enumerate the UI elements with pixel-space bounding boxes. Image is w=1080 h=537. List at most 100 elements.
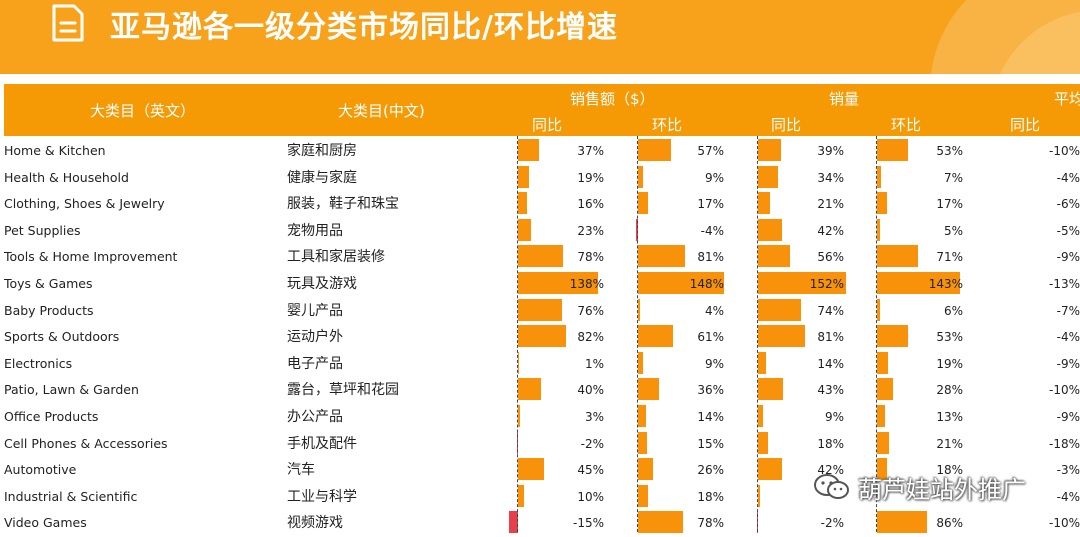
table-row: Baby Products 婴儿产品 76% 4% 74% 6% -7%: [0, 297, 1080, 323]
category-en: Tools & Home Improvement: [4, 249, 178, 265]
value-s-yoy: 16%: [577, 197, 604, 212]
category-cn: 电子产品: [287, 355, 343, 372]
data-bar-v-mom: [877, 378, 894, 401]
category-en: Clothing, Shoes & Jewelry: [4, 196, 165, 212]
value-s-yoy: 40%: [577, 383, 604, 398]
data-bar-v-mom: [877, 165, 882, 188]
value-v-yoy: 39%: [817, 144, 844, 158]
table-row: Tools & Home Improvement 工具和家居装修 78% 81% 56%…: [0, 243, 1080, 269]
data-bar-s-mom: [638, 431, 647, 454]
category-cn: 工具和家居装修: [287, 249, 385, 266]
value-avg-yoy: -4%: [1056, 330, 1080, 345]
data-bar-v-mom: [877, 458, 888, 481]
category-cn: 办公产品: [287, 409, 343, 425]
value-v-yoy: -2%: [820, 516, 844, 531]
category-en: Patio, Lawn & Garden: [4, 382, 139, 398]
sales-mom-axis: [637, 136, 638, 532]
data-table: 大类目（英文） 大类目(中文) 销售额（$） 销量 平均 同比 环比 同比 环比…: [0, 84, 1080, 532]
value-s-yoy: 37%: [577, 144, 604, 158]
header-avg-yoy: 同比: [1010, 116, 1041, 134]
data-bar-v-mom: [877, 351, 889, 374]
value-v-yoy: 18%: [817, 436, 844, 451]
data-bar-s-yoy: [518, 298, 563, 321]
volume-yoy-axis: [757, 136, 758, 532]
data-bar-s-yoy: [509, 511, 518, 534]
value-v-mom: 5%: [943, 223, 963, 238]
value-v-mom: 53%: [936, 330, 963, 345]
data-bar-s-mom: [638, 298, 641, 321]
table-row: Sports & Outdoors 运动户外 82% 61% 81% 53% -4%: [0, 323, 1080, 349]
table-row: Video Games 视频游戏 -15% 78% -2% 86% -10%: [0, 509, 1080, 535]
table-row: Office Products 办公产品 3% 14% 9% 13% -9%: [0, 403, 1080, 429]
value-v-mom: 28%: [936, 383, 963, 398]
data-bar-s-mom: [638, 272, 724, 294]
data-bar-v-yoy: [758, 431, 769, 454]
data-bar-v-yoy: [758, 139, 781, 161]
value-v-yoy: 43%: [817, 383, 844, 398]
document-icon: [52, 4, 84, 42]
header-volume-mom: 环比: [891, 116, 922, 134]
category-cn: 家庭和厨房: [287, 143, 357, 159]
data-bar-s-yoy: [518, 245, 564, 268]
value-avg-yoy: -9%: [1056, 250, 1080, 265]
title-banner: 亚马逊各一级分类市场同比/环比增速: [0, 0, 1080, 74]
value-s-yoy: 23%: [577, 223, 604, 238]
data-bar-s-mom: [638, 484, 649, 507]
data-bar-v-yoy: [758, 245, 791, 268]
data-bar-s-mom: [638, 139, 672, 161]
category-cn: 健康与家庭: [287, 169, 357, 186]
value-avg-yoy: -9%: [1056, 356, 1080, 371]
data-bar-s-mom: [638, 405, 647, 427]
value-s-yoy: 76%: [577, 303, 604, 318]
data-bar-s-mom: [638, 351, 644, 374]
watermark: 葫芦娃站外推广: [812, 468, 1026, 506]
data-bar-v-yoy: [758, 218, 783, 241]
data-bar-s-yoy: [518, 405, 520, 427]
category-en: Toys & Games: [4, 276, 93, 291]
category-en: Industrial & Scientific: [4, 488, 138, 504]
value-s-mom: 81%: [697, 250, 724, 265]
value-s-mom: 26%: [697, 463, 724, 478]
category-en: Baby Products: [4, 302, 94, 318]
category-cn: 工业与科学: [287, 488, 357, 505]
data-bar-v-mom: [877, 405, 885, 427]
category-en: Automotive: [4, 462, 77, 478]
value-s-yoy: -15%: [572, 516, 604, 531]
value-v-yoy: 9%: [824, 410, 844, 424]
data-bar-s-yoy: [518, 272, 599, 294]
data-bar-v-yoy: [758, 165, 778, 188]
data-bar-s-yoy: [518, 484, 524, 507]
data-bar-v-mom: [877, 431, 890, 454]
page-title: 亚马逊各一级分类市场同比/环比增速: [110, 10, 618, 45]
header-category-cn: 大类目(中文): [338, 102, 425, 120]
sales-yoy-axis: [517, 136, 518, 532]
data-bar-s-mom: [638, 245, 685, 268]
value-avg-yoy: -5%: [1056, 223, 1080, 238]
category-en: Office Products: [4, 409, 99, 424]
value-s-yoy: 19%: [577, 170, 604, 185]
data-bar-s-yoy: [518, 139, 540, 161]
data-bar-v-mom: [877, 218, 880, 241]
value-avg-yoy: -18%: [1048, 436, 1080, 451]
data-bar-s-yoy: [518, 458, 545, 481]
value-v-yoy: 74%: [817, 303, 844, 318]
header-sales-yoy: 同比: [532, 116, 563, 134]
category-cn: 玩具及游戏: [287, 276, 357, 292]
value-s-mom: 14%: [697, 410, 724, 424]
value-v-yoy: 34%: [817, 170, 844, 185]
header-volume-yoy: 同比: [771, 116, 802, 134]
category-en: Home & Kitchen: [4, 143, 106, 158]
data-bar-v-yoy: [758, 484, 760, 507]
header-avg-group: 平均: [1054, 90, 1080, 108]
value-avg-yoy: -10%: [1048, 516, 1080, 531]
category-cn: 汽车: [287, 462, 315, 479]
data-bar-v-yoy: [758, 298, 801, 321]
data-bar-v-yoy: [758, 325, 805, 348]
value-avg-yoy: -13%: [1048, 277, 1080, 291]
value-s-mom: 9%: [704, 356, 724, 371]
value-avg-yoy: -3%: [1056, 463, 1080, 478]
data-bar-s-mom: [638, 511, 684, 534]
data-bar-v-mom: [877, 192, 887, 215]
value-s-mom: 15%: [697, 436, 724, 451]
value-v-mom: 18%: [936, 463, 963, 478]
